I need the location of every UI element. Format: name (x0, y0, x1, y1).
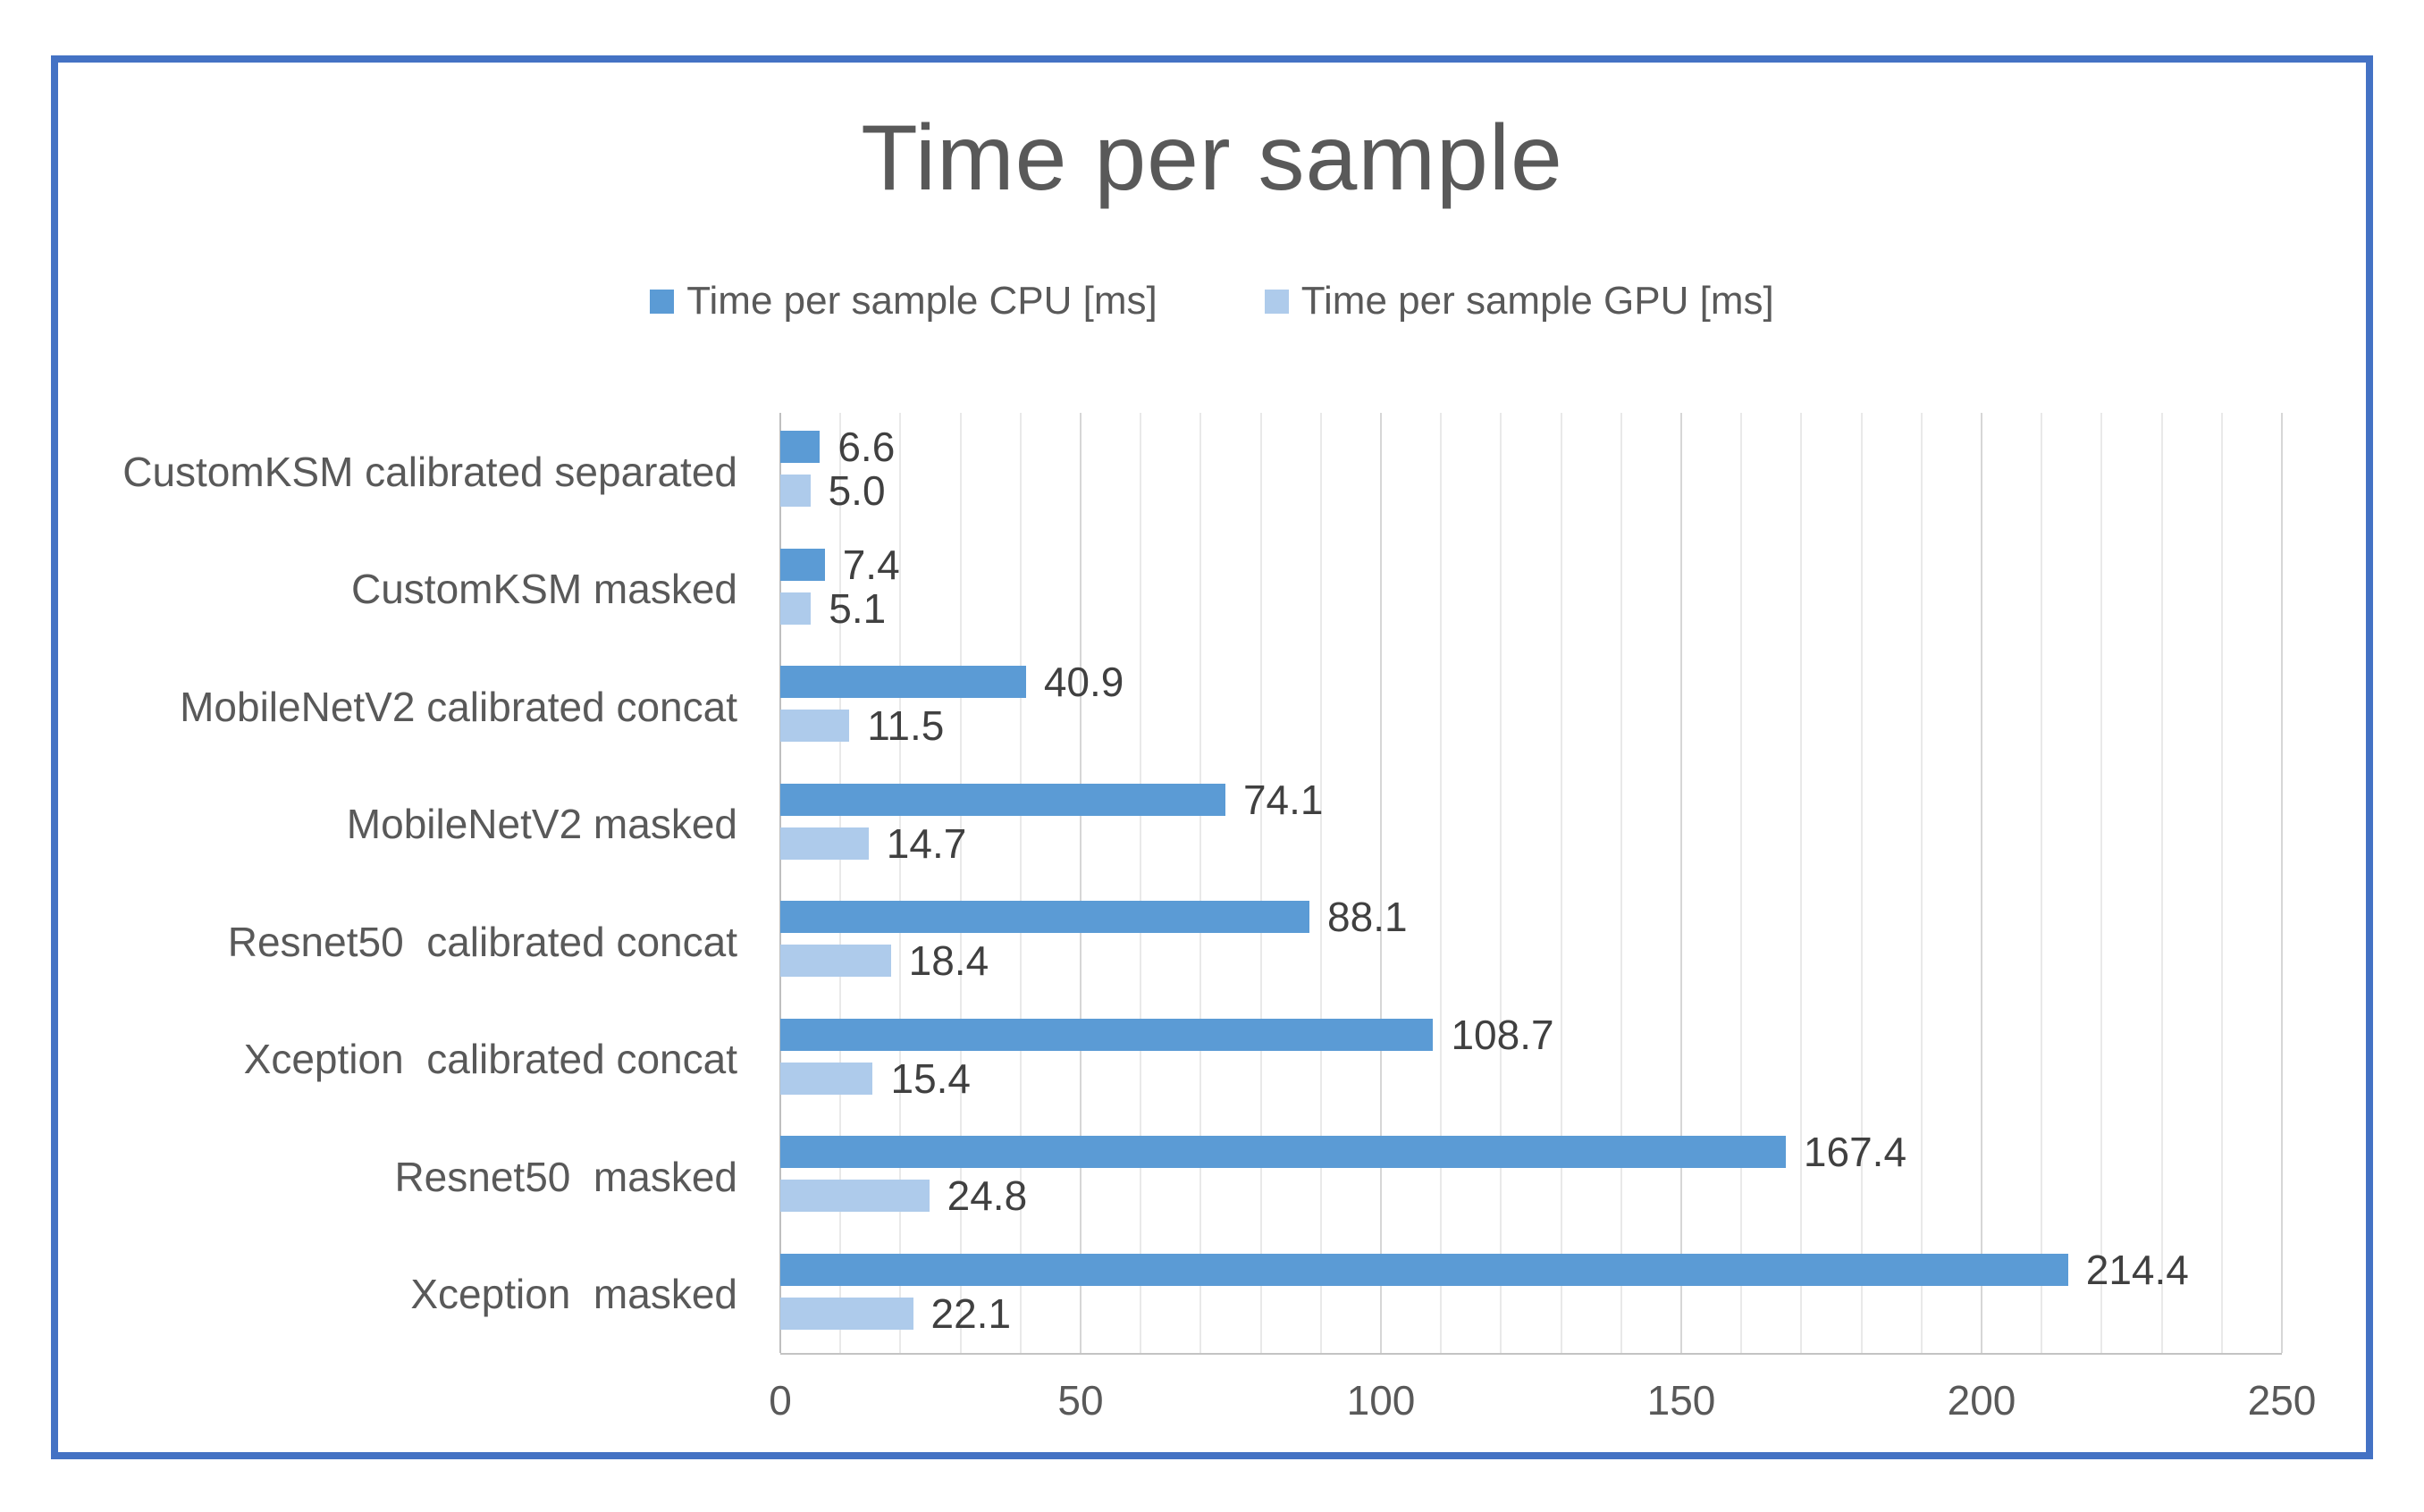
cpu-value-label-0: 6.6 (837, 424, 896, 470)
gpu-bar-2 (780, 710, 850, 742)
major-gridline (1680, 413, 1682, 1353)
gpu-value-label-6: 24.8 (947, 1172, 1028, 1219)
legend-label-gpu: Time per sample GPU [ms] (1300, 279, 1774, 323)
category-label-6: Resnet50 masked (394, 1153, 737, 1200)
minor-gridline (2041, 413, 2043, 1353)
minor-gridline (899, 413, 902, 1353)
minor-gridline (1440, 413, 1443, 1353)
category-label-5: Xception calibrated concat (243, 1036, 737, 1083)
cpu-bar-0 (780, 431, 821, 463)
major-gridline (1080, 413, 1082, 1353)
category-label-2: MobileNetV2 calibrated concat (180, 683, 737, 730)
gpu-bar-6 (780, 1180, 930, 1212)
cpu-bar-5 (780, 1018, 1434, 1051)
minor-gridline (2220, 413, 2223, 1353)
minor-gridline (1920, 413, 1923, 1353)
category-label-7: Xception masked (410, 1271, 737, 1318)
gpu-value-label-0: 5.0 (828, 467, 886, 514)
gpu-bar-0 (780, 475, 811, 507)
x-tick-label-0: 0 (769, 1377, 792, 1424)
value-axis: 0 50 100 150 200 250 (769, 1376, 2316, 1430)
minor-gridline (1740, 413, 1743, 1353)
chart-title: Time per sample (861, 106, 1563, 210)
minor-gridline (1860, 413, 1863, 1353)
chart-frame: Time per sample Time per sample CPU [ms]… (51, 55, 2373, 1459)
minor-gridline (2100, 413, 2103, 1353)
minor-gridline (1500, 413, 1502, 1353)
cpu-bar-3 (780, 783, 1225, 816)
minor-gridline (1259, 413, 1262, 1353)
legend-label-cpu: Time per sample CPU [ms] (686, 279, 1157, 323)
category-label-0: CustomKSM calibrated separated (122, 448, 737, 495)
cpu-bar-1 (780, 548, 825, 581)
minor-gridline (1319, 413, 1322, 1353)
x-tick-label-100: 100 (1346, 1377, 1416, 1424)
x-tick-label-200: 200 (1947, 1377, 2016, 1424)
cpu-bar-7 (780, 1253, 2068, 1286)
gpu-series-swatch-icon (1264, 289, 1289, 314)
gpu-value-label-1: 5.1 (829, 584, 887, 632)
major-gridline (2281, 413, 2283, 1353)
minor-gridline (1199, 413, 1202, 1353)
gpu-bar-4 (780, 945, 891, 977)
gpu-value-label-3: 14.7 (886, 819, 967, 867)
gpu-bar-5 (780, 1062, 873, 1095)
category-label-3: MobileNetV2 masked (346, 801, 737, 848)
cpu-value-label-6: 167.4 (1803, 1129, 1907, 1175)
cpu-value-label-2: 40.9 (1043, 659, 1124, 705)
cpu-series-swatch-icon (650, 289, 675, 314)
cpu-bar-6 (780, 1136, 1786, 1168)
major-gridline (1380, 413, 1382, 1353)
category-axis: CustomKSM calibrated separated CustomKSM … (76, 413, 755, 1353)
gpu-bar-3 (780, 827, 869, 860)
cpu-value-label-1: 7.4 (842, 541, 900, 588)
gpu-value-label-2: 11.5 (867, 702, 945, 749)
x-tick-label-150: 150 (1646, 1377, 1716, 1424)
legend-entry-cpu: Time per sample CPU [ms] (650, 279, 1157, 323)
minor-gridline (959, 413, 962, 1353)
cpu-bar-2 (780, 666, 1026, 698)
gpu-bar-1 (780, 592, 812, 625)
x-tick-label-50: 50 (1057, 1377, 1104, 1424)
gpu-value-label-5: 15.4 (890, 1054, 972, 1102)
minor-gridline (1019, 413, 1022, 1353)
gpu-bar-7 (780, 1297, 913, 1330)
legend-entry-gpu: Time per sample GPU [ms] (1264, 279, 1774, 323)
minor-gridline (1560, 413, 1562, 1353)
major-gridline (1981, 413, 1982, 1353)
minor-gridline (1620, 413, 1622, 1353)
category-label-1: CustomKSM masked (350, 566, 737, 613)
cpu-value-label-5: 108.7 (1451, 1011, 1554, 1058)
x-tick-label-250: 250 (2247, 1377, 2317, 1424)
minor-gridline (1140, 413, 1142, 1353)
minor-gridline (839, 413, 842, 1353)
cpu-value-label-7: 214.4 (2085, 1246, 2189, 1293)
minor-gridline (1800, 413, 1803, 1353)
gpu-value-label-7: 22.1 (930, 1289, 1012, 1337)
legend: Time per sample CPU [ms] Time per sample… (58, 279, 2366, 323)
cpu-bar-4 (780, 901, 1310, 933)
cpu-value-label-4: 88.1 (1327, 894, 1408, 940)
category-label-4: Resnet50 calibrated concat (227, 918, 737, 965)
major-gridline (779, 413, 781, 1353)
gpu-value-label-4: 18.4 (908, 937, 989, 984)
minor-gridline (2160, 413, 2163, 1353)
cpu-value-label-3: 74.1 (1242, 776, 1324, 823)
plot-area: 6.6 5.0 7.4 5.1 40.9 11.5 74.1 14.7 88.1 18.4 108.… (779, 413, 2283, 1355)
